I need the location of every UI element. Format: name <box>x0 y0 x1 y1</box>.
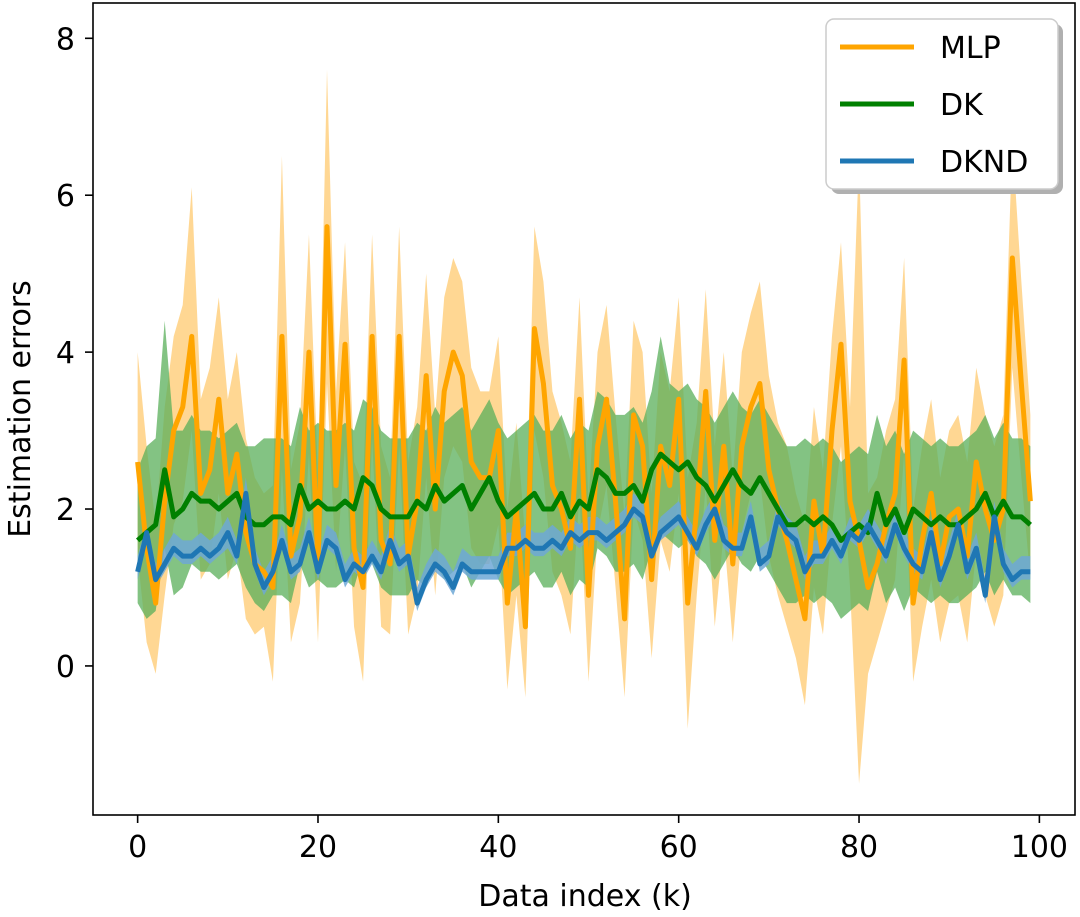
y-tick-label: 2 <box>56 493 75 528</box>
x-axis-label: Data index (k) <box>478 879 692 914</box>
x-tick-label: 100 <box>1011 830 1068 865</box>
legend: MLP DK DKND <box>825 18 1063 194</box>
x-tick-label: 40 <box>479 830 517 865</box>
y-tick-label: 4 <box>56 336 75 371</box>
plot-area-frame <box>92 2 1076 816</box>
dknd-line <box>135 490 1031 606</box>
series-lines <box>135 224 1033 630</box>
legend-label-mlp: MLP <box>940 31 1001 66</box>
legend-entries: MLP DK DKND <box>840 31 1028 180</box>
dk-line <box>135 451 1033 543</box>
y-tick-label: 0 <box>56 650 75 685</box>
y-axis-ticks: 0 2 4 6 8 <box>56 22 93 685</box>
x-tick-label: 0 <box>128 830 147 865</box>
y-axis-label: Estimation errors <box>3 280 38 538</box>
legend-label-dk: DK <box>940 88 984 123</box>
y-tick-label: 6 <box>56 179 75 214</box>
x-tick-label: 60 <box>660 830 698 865</box>
legend-label-dknd: DKND <box>940 145 1028 180</box>
x-tick-label: 80 <box>840 830 878 865</box>
y-tick-label: 8 <box>56 22 75 57</box>
x-tick-label: 20 <box>299 830 337 865</box>
x-axis-ticks: 0 20 40 60 80 100 <box>128 815 1068 865</box>
legend-box <box>825 18 1059 190</box>
